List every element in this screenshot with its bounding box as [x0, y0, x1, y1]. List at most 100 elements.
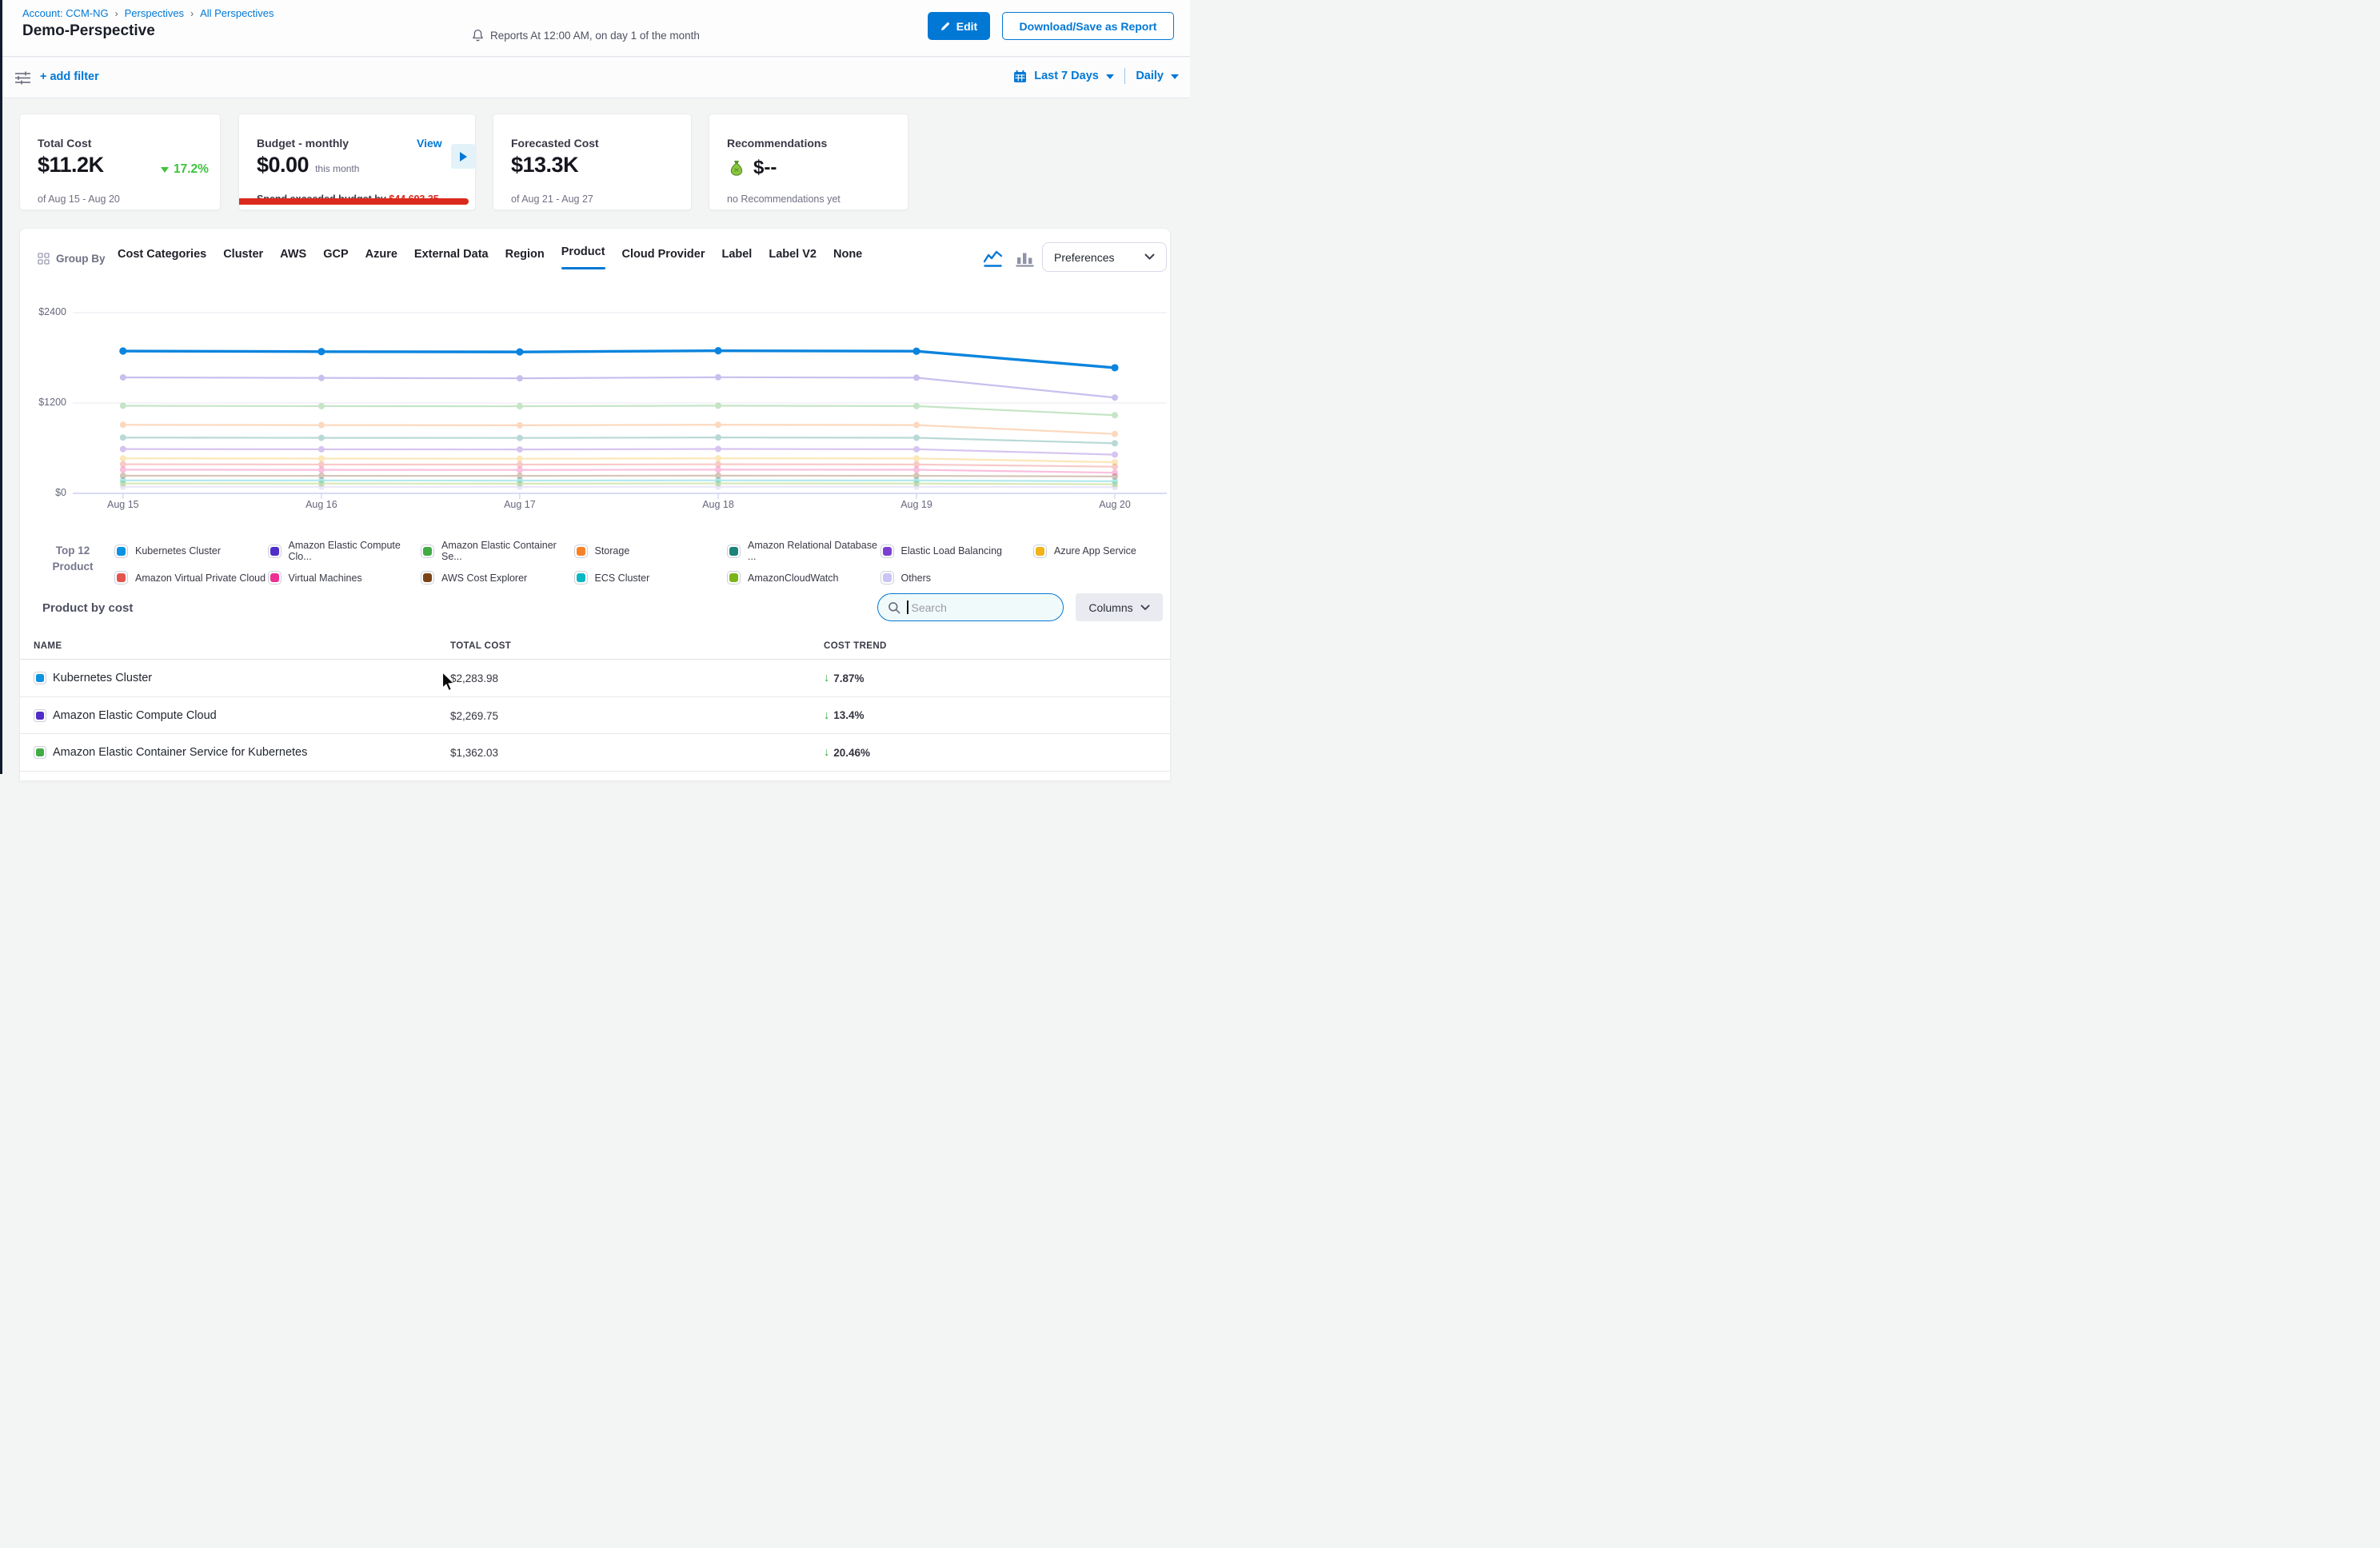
tab-none[interactable]: None: [833, 248, 862, 269]
card-title: Total Cost: [38, 137, 91, 150]
legend-item[interactable]: AWS Cost Explorer: [421, 571, 574, 584]
tab-gcp[interactable]: GCP: [323, 248, 348, 269]
forecasted-cost-card: Forecasted Cost $13.3K of Aug 21 - Aug 2…: [493, 114, 692, 210]
column-header-name[interactable]: NAME: [34, 641, 62, 651]
group-by-label: Group By: [38, 253, 106, 265]
reports-schedule: Reports At 12:00 AM, on day 1 of the mon…: [472, 29, 700, 42]
tab-label[interactable]: Label: [721, 248, 752, 269]
table-title: Product by cost: [42, 601, 133, 615]
legend-item[interactable]: Amazon Relational Database ...: [727, 540, 881, 562]
product-name: Amazon Elastic Compute Cloud: [53, 709, 217, 722]
table-row[interactable]: Amazon Elastic Compute Cloud$2,269.75↓13…: [20, 697, 1170, 735]
budget-view-link[interactable]: View: [417, 137, 442, 150]
delta-value: 17.2%: [174, 162, 209, 177]
pencil-icon: [940, 21, 951, 31]
card-title: Recommendations: [727, 137, 827, 150]
top-bar: Account: CCM-NG›Perspectives›All Perspec…: [0, 0, 1190, 57]
legend-swatch: [1033, 545, 1047, 558]
date-range-dropdown[interactable]: Last 7 Days: [1034, 70, 1099, 82]
tab-external-data[interactable]: External Data: [414, 248, 489, 269]
legend-item-label: AWS Cost Explorer: [441, 573, 527, 584]
legend-item-label: Amazon Elastic Container Se...: [441, 540, 574, 562]
legend-swatch: [421, 545, 434, 558]
table-row[interactable]: Kubernetes Cluster$2,283.98↓7.87%: [20, 660, 1170, 697]
legend-swatch: [727, 571, 741, 584]
legend-item[interactable]: Amazon Elastic Compute Clo...: [268, 540, 421, 562]
breadcrumb-link[interactable]: Perspectives: [125, 7, 184, 19]
download-save-report-button[interactable]: Download/Save as Report: [1002, 12, 1174, 40]
divider: [1124, 68, 1126, 84]
legend-item[interactable]: Amazon Elastic Container Se...: [421, 540, 574, 562]
trend-down-icon: ↓: [824, 746, 829, 759]
search-input[interactable]: [910, 600, 1030, 615]
legend-item-label: Virtual Machines: [289, 573, 362, 584]
chevron-down-icon: [1106, 74, 1114, 79]
columns-label: Columns: [1088, 601, 1132, 614]
trend-value: 20.46%: [833, 747, 870, 759]
card-period: of Aug 21 - Aug 27: [511, 194, 593, 205]
column-header-total-cost[interactable]: TOTAL COST: [450, 641, 511, 651]
edit-button-label: Edit: [956, 20, 977, 33]
trend-down-icon: ↓: [824, 709, 829, 722]
legend-item-label: ECS Cluster: [595, 573, 650, 584]
cost-trend: ↓7.87%: [824, 672, 865, 684]
legend-item[interactable]: Azure App Service: [1033, 540, 1187, 562]
download-button-label: Download/Save as Report: [1020, 20, 1157, 33]
legend-item[interactable]: Others: [881, 571, 1034, 584]
legend-title-line2: Product: [42, 559, 103, 575]
legend-swatch: [881, 545, 894, 558]
breadcrumb: Account: CCM-NG›Perspectives›All Perspec…: [22, 7, 274, 19]
tab-region[interactable]: Region: [505, 248, 545, 269]
legend-swatch: [574, 545, 588, 558]
breadcrumb-separator: ›: [190, 8, 194, 19]
chevron-down-icon: [1140, 604, 1150, 611]
group-by-text: Group By: [56, 253, 106, 265]
legend-item[interactable]: AmazonCloudWatch: [727, 571, 881, 584]
perspective-panel: Group By Cost Categories Cluster AWS GCP Azu…: [19, 228, 1171, 781]
legend-swatch: [421, 571, 434, 584]
tab-cloud-provider[interactable]: Cloud Provider: [622, 248, 705, 269]
cost-delta: 17.2%: [161, 162, 209, 177]
line-chart-toggle-icon[interactable]: [983, 250, 1003, 268]
legend-item-label: Amazon Virtual Private Cloud: [135, 573, 266, 584]
filter-bar: + add filter Last 7 Days Daily: [0, 58, 1190, 98]
preferences-dropdown[interactable]: Preferences: [1042, 242, 1167, 272]
tab-cost-categories[interactable]: Cost Categories: [118, 248, 206, 269]
legend-item[interactable]: ECS Cluster: [574, 571, 728, 584]
search-box[interactable]: [877, 593, 1064, 621]
legend-item-label: Others: [901, 573, 932, 584]
breadcrumb-link[interactable]: All Perspectives: [200, 7, 274, 19]
columns-dropdown[interactable]: Columns: [1076, 593, 1163, 621]
chevron-down-icon: [1171, 74, 1179, 79]
filter-sliders-icon[interactable]: [14, 70, 32, 86]
tab-cluster[interactable]: Cluster: [223, 248, 263, 269]
legend-item-label: Amazon Relational Database ...: [748, 540, 881, 562]
legend-item-label: Elastic Load Balancing: [901, 545, 1002, 557]
tab-aws[interactable]: AWS: [280, 248, 306, 269]
legend-item[interactable]: Virtual Machines: [268, 571, 421, 584]
add-filter-button[interactable]: + add filter: [40, 70, 99, 83]
granularity-dropdown[interactable]: Daily: [1136, 70, 1164, 82]
column-header-cost-trend[interactable]: COST TREND: [824, 641, 887, 651]
bar-chart-toggle-icon[interactable]: [1015, 250, 1035, 268]
recommendations-card: Recommendations $-- no Recommendations y…: [709, 114, 908, 210]
tab-label-v2[interactable]: Label V2: [769, 248, 817, 269]
tab-product[interactable]: Product: [561, 245, 605, 266]
group-by-tabs: Cost Categories Cluster AWS GCP Azure Externa…: [118, 248, 862, 269]
legend-swatch: [114, 545, 128, 558]
edit-button[interactable]: Edit: [928, 12, 990, 40]
breadcrumb-link[interactable]: Account: CCM-NG: [22, 7, 109, 19]
table-row[interactable]: Amazon Elastic Container Service for Kub…: [20, 734, 1170, 772]
chart-series: [120, 402, 1118, 418]
legend-item[interactable]: Amazon Virtual Private Cloud: [114, 571, 268, 584]
budget-expand-button[interactable]: [451, 144, 475, 169]
tab-azure[interactable]: Azure: [365, 248, 397, 269]
row-color-swatch: [34, 672, 46, 684]
legend-item[interactable]: Kubernetes Cluster: [114, 540, 268, 562]
search-icon: [888, 601, 900, 614]
legend-item[interactable]: Elastic Load Balancing: [881, 540, 1034, 562]
legend-item-label: Kubernetes Cluster: [135, 545, 221, 557]
trend-down-icon: ↓: [824, 672, 829, 684]
total-cost-value: $1,362.03: [450, 747, 498, 759]
legend-item[interactable]: Storage: [574, 540, 728, 562]
